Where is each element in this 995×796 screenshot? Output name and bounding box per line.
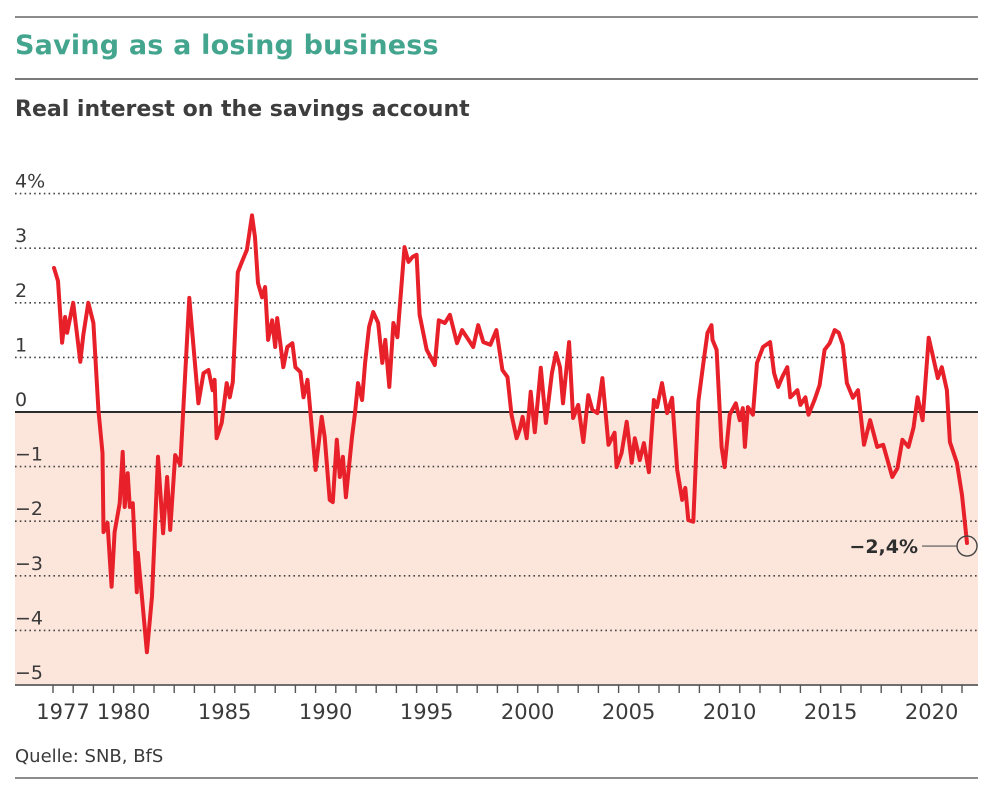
x-tick-label: 2015 [804,700,857,724]
top-rule [15,16,978,18]
x-tick-label: 1985 [198,700,251,724]
chart-subtitle: Real interest on the savings account [15,97,470,122]
y-tick-label: 0 [15,389,27,411]
y-tick-label: 2 [15,280,27,302]
title-rule [15,78,978,80]
negative-region-area [15,412,978,685]
y-tick-label: 1 [15,334,27,356]
x-tick-label: 1980 [97,700,150,724]
end-value-label: −2,4% [849,536,918,558]
bottom-rule [15,777,978,779]
x-tick-label: 1995 [400,700,453,724]
x-tick-label: 1990 [299,700,352,724]
series-layer [52,213,969,655]
y-tick-label: −3 [15,553,43,575]
y-axis-labels: 4% 3 2 1 0 −1 −2 −3 −4 −5 [15,171,45,684]
x-tick-label: 2010 [703,700,756,724]
x-tick-label: 1977 [36,700,89,724]
y-tick-label: −4 [15,607,43,629]
y-tick-label: −1 [15,444,43,466]
x-axis: 1977 1980 1985 1990 1995 2000 2005 2010 2015 2020 [15,684,978,724]
y-tick-label: 3 [15,225,27,247]
y-tick-label: −5 [15,662,43,684]
negative-region-fill [15,412,978,685]
x-tick-label: 2000 [501,700,554,724]
chart-title: Saving as a losing business [15,30,439,61]
end-annotation: −2,4% [849,535,978,558]
y-tick-label: −2 [15,498,43,520]
series-line [52,213,969,655]
source-note: Quelle: SNB, BfS [15,746,164,767]
x-tick-label: 2020 [905,700,958,724]
y-tick-label: 4% [15,171,45,193]
gridlines [15,192,978,632]
x-tick-label: 2005 [602,700,655,724]
